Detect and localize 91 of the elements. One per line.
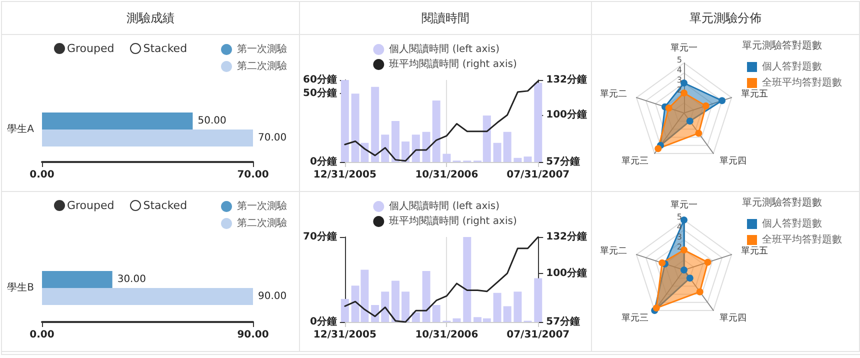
x-tick-label: 0.00 <box>30 330 54 340</box>
text: Grouped <box>67 42 114 55</box>
chart-title: 測驗成績 <box>2 2 300 35</box>
y-tick-label: 70分鐘 <box>302 230 337 242</box>
legend-label: 個人答對題數 <box>762 218 822 230</box>
spoke-label: 單元五 <box>741 245 768 256</box>
legend-label: 個人閱讀時間 (left axis) <box>389 200 500 212</box>
bar <box>381 292 390 322</box>
bar <box>514 292 522 322</box>
bar <box>493 142 502 162</box>
y-tick-label: 5 <box>676 56 682 64</box>
text: Stacked <box>143 42 188 55</box>
bar <box>432 100 440 162</box>
x-tick-label: 70.00 <box>237 170 269 180</box>
chart-title: 單元測驗分佈 <box>592 2 860 35</box>
y-tick-label: 5 <box>676 212 682 222</box>
x-tick-label: 10/31/2006 <box>415 170 478 180</box>
spoke-label: 單元四 <box>719 156 746 167</box>
spoke-label: 單元二 <box>600 245 627 256</box>
bar <box>402 292 410 322</box>
y-tick-label: 50分鐘 <box>302 87 337 100</box>
bar <box>534 278 542 322</box>
spoke-label: 單元二 <box>600 88 627 100</box>
y-tick-label: 3 <box>676 76 682 84</box>
legend-label: 全班平均答對題數 <box>762 234 842 246</box>
x-tick-label: 12/31/2005 <box>313 330 376 340</box>
bar <box>402 142 410 162</box>
bar <box>503 132 512 162</box>
spoke-label: 單元四 <box>719 312 746 324</box>
legend-label: 第一次測驗 <box>237 43 287 55</box>
y2-tick-label: 132分鐘 <box>546 230 587 242</box>
y-tick-label: 3 <box>676 232 682 242</box>
x-tick-label: 07/31/2007 <box>506 170 570 180</box>
bar <box>422 132 430 162</box>
spoke-label: 單元一 <box>670 200 698 210</box>
bar <box>340 80 349 162</box>
y-tick-label: 學生B <box>7 282 34 294</box>
bar <box>422 271 430 322</box>
legend-label: 個人答對題數 <box>762 60 822 72</box>
legend-title: 單元測驗答對題數 <box>742 196 822 208</box>
bar <box>432 305 440 322</box>
bar <box>463 237 472 322</box>
x-tick-label: 12/31/2005 <box>313 170 376 180</box>
legend-label: 第二次測驗 <box>237 217 287 229</box>
legend-label: 第一次測驗 <box>237 200 287 212</box>
data-label: 30.00 <box>117 274 146 285</box>
bar <box>391 121 400 162</box>
legend-title: 單元測驗答對題數 <box>742 40 822 52</box>
legend-label: 第二次測驗 <box>237 60 287 72</box>
data-label: 90.00 <box>258 291 287 302</box>
x-tick-label: 0.00 <box>30 170 54 180</box>
bar <box>514 158 522 162</box>
bar <box>534 82 542 162</box>
spoke-label: 單元三 <box>622 312 649 324</box>
bar <box>391 280 400 322</box>
y-tick-label: 0分鐘 <box>310 156 337 168</box>
y-tick-label: 2 <box>676 242 682 252</box>
bar <box>442 154 451 162</box>
legend-label: 個人閱讀時間 (left axis) <box>389 43 500 55</box>
bar <box>503 306 512 322</box>
bar <box>524 156 532 162</box>
bar <box>371 86 380 162</box>
y2-tick-label: 132分鐘 <box>546 74 587 86</box>
y2-tick-label: 57分鐘 <box>546 156 580 168</box>
y-tick-label: 4 <box>676 66 682 74</box>
y2-tick-label: 57分鐘 <box>546 316 580 328</box>
bar <box>340 298 349 322</box>
data-label: 70.00 <box>258 132 287 144</box>
data-label: 50.00 <box>198 116 226 126</box>
legend-label: 班平均閱讀時間 (right axis) <box>389 215 517 227</box>
bar <box>493 292 502 322</box>
legend-label: 全班平均答對題數 <box>762 76 842 88</box>
y-tick-label: 0分鐘 <box>310 316 337 328</box>
y2-tick-label: 100分鐘 <box>546 266 587 279</box>
bar <box>412 134 420 162</box>
x-tick-label: 07/31/2007 <box>506 330 570 340</box>
text: Grouped <box>67 199 114 212</box>
y-tick-label: 60分鐘 <box>302 74 337 86</box>
spoke-label: 單元五 <box>741 88 768 100</box>
y-tick-label: 學生A <box>7 123 34 135</box>
x-tick-label: 10/31/2006 <box>415 330 478 340</box>
bar <box>381 134 390 162</box>
bar <box>452 318 461 322</box>
spoke-label: 單元一 <box>670 42 698 54</box>
text: Stacked <box>143 199 188 212</box>
chart-title: 閱讀時間 <box>300 2 592 35</box>
x-tick-label: 90.00 <box>237 330 269 340</box>
bar <box>412 312 420 322</box>
spoke-label: 單元三 <box>622 156 649 167</box>
legend-label: 班平均閱讀時間 (right axis) <box>389 58 517 70</box>
y2-tick-label: 100分鐘 <box>546 108 587 120</box>
